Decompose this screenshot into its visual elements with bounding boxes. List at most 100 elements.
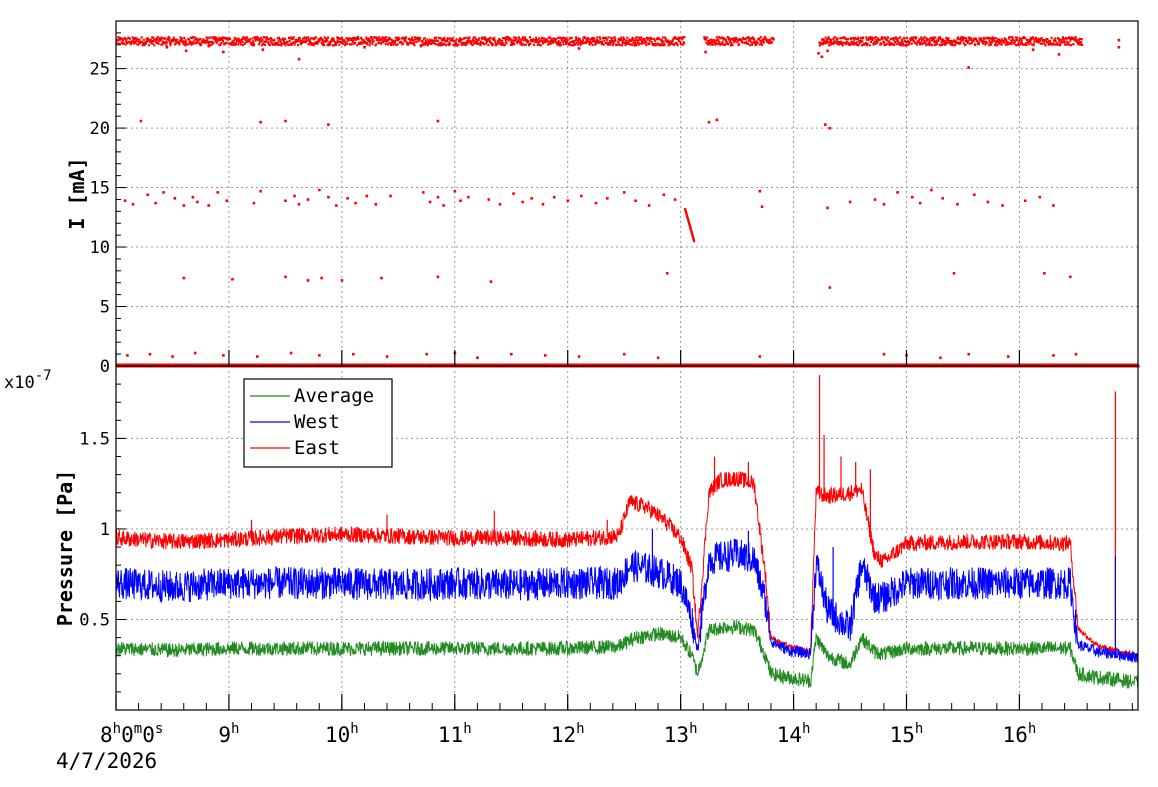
current-point-94 — [222, 354, 225, 357]
time-tick-label-6: 14h — [777, 721, 811, 747]
current-point-73 — [715, 118, 719, 122]
current-point-115 — [1074, 352, 1078, 356]
time-tick-label-5: 13h — [664, 721, 698, 747]
current-point-19 — [327, 195, 330, 199]
current-point-41 — [580, 194, 583, 198]
current-point-46 — [647, 204, 651, 207]
current-ytick-label-1: 5 — [100, 298, 110, 318]
legend-label-average: Average — [294, 385, 374, 407]
current-point-80 — [320, 276, 323, 280]
current-band-trace — [818, 36, 1084, 47]
current-point-22 — [354, 201, 357, 205]
current-point-9 — [207, 204, 211, 207]
current-point-128 — [1057, 53, 1061, 56]
current-point-42 — [594, 201, 598, 205]
time-tick-label-3: 11h — [438, 721, 472, 747]
current-point-65 — [1038, 195, 1042, 199]
current-point-83 — [436, 275, 440, 279]
current-point-29 — [442, 204, 445, 207]
current-point-10 — [216, 191, 220, 194]
current-point-37 — [530, 197, 533, 200]
current-point-100 — [425, 352, 428, 356]
time-axis: 8h0m0s 9h 10h 11h 12h 13h 14h 15h 16h 4/7/2026 — [56, 721, 1036, 773]
current-band-trace — [116, 36, 686, 47]
current-point-70 — [327, 123, 330, 126]
current-point-21 — [346, 197, 349, 200]
time-tick-label-7: 15h — [890, 721, 924, 747]
current-point-64 — [1023, 199, 1027, 203]
current-point-76 — [182, 276, 186, 280]
current-point-40 — [566, 199, 570, 203]
current-point — [693, 240, 696, 243]
current-point-129 — [1117, 45, 1121, 49]
current-point-28 — [436, 195, 440, 199]
current-point-86 — [828, 286, 832, 289]
current-point-35 — [512, 192, 515, 195]
current-point-25 — [389, 194, 392, 198]
current-point-119 — [222, 50, 225, 54]
time-tick-label-4: 12h — [551, 721, 585, 747]
legend-label-west: West — [294, 411, 340, 433]
current-point-54 — [882, 203, 886, 206]
current-point-12 — [259, 189, 262, 193]
current-point-120 — [261, 48, 265, 51]
current-point-98 — [351, 352, 355, 356]
current-point-103 — [510, 352, 513, 356]
current-point-90 — [126, 354, 129, 357]
current-point-116 — [165, 45, 169, 49]
current-point-33 — [487, 198, 491, 201]
current-point-7 — [191, 195, 195, 199]
current-ytick-label-4: 20 — [90, 119, 110, 139]
current-point-91 — [148, 352, 152, 356]
current-decay-ramp — [684, 207, 696, 243]
current-point-53 — [873, 198, 877, 201]
pressure-multiplier: x10-7 — [4, 368, 52, 393]
time-tick-label-8: 16h — [1003, 721, 1037, 747]
current-point-51 — [826, 206, 829, 210]
current-ytick-label-2: 10 — [90, 238, 110, 258]
current-point-34 — [498, 203, 502, 206]
current-point-72 — [707, 120, 711, 124]
current-point-3 — [154, 201, 157, 205]
current-point-66 — [1052, 204, 1055, 207]
current-point-1 — [131, 203, 135, 206]
current-point-62 — [986, 200, 990, 204]
current-frame — [115, 20, 1139, 367]
current-point-87 — [952, 272, 956, 275]
current-point-85 — [665, 272, 669, 275]
pressure-line-average — [116, 619, 1138, 689]
current-point-50 — [760, 205, 764, 208]
current-point-113 — [1006, 355, 1010, 358]
current-point-56 — [910, 195, 914, 199]
current-point-121 — [297, 57, 301, 61]
time-tick-label-2: 10h — [325, 721, 359, 747]
current-point-114 — [1052, 354, 1055, 357]
pressure-line-west — [116, 538, 1138, 664]
current-point-58 — [930, 188, 933, 192]
current-point-105 — [577, 355, 581, 358]
current-point-131 — [817, 51, 820, 55]
current-point-4 — [162, 191, 165, 194]
current-point-36 — [521, 200, 524, 204]
current-point-49 — [758, 189, 762, 193]
current-point-133 — [826, 49, 829, 53]
current-point-123 — [419, 44, 423, 48]
current-point-8 — [196, 200, 199, 204]
current-point-48 — [673, 198, 677, 201]
current-point-14 — [284, 199, 287, 203]
current-point-15 — [293, 194, 296, 198]
current-point-57 — [918, 201, 922, 205]
current-ytick-label-5: 25 — [90, 60, 110, 80]
current-point-107 — [656, 356, 660, 360]
current-point-59 — [941, 197, 945, 200]
current-point-88 — [1043, 272, 1046, 275]
current-ytick-label-3: 15 — [90, 179, 110, 199]
current-point-69 — [284, 119, 287, 123]
current-point-39 — [552, 195, 556, 199]
current-point-75 — [828, 126, 832, 130]
current-point-63 — [1001, 204, 1004, 207]
current-point-124 — [577, 47, 581, 50]
current-point-5 — [173, 197, 177, 200]
current-point-27 — [428, 200, 432, 204]
